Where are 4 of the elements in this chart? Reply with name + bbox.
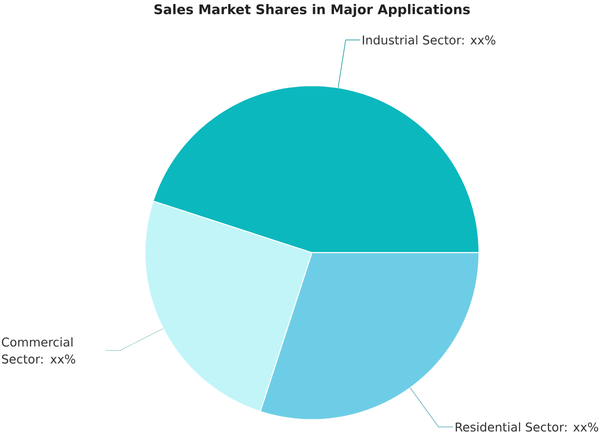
slice-label: Industrial Sector: xx%: [362, 35, 496, 45]
chart-title: Sales Market Shares in Major Applications: [154, 4, 470, 18]
slice-label: Commercial Sector: xx%: [2, 337, 76, 364]
slice-label: Residential Sector: xx%: [456, 422, 598, 432]
